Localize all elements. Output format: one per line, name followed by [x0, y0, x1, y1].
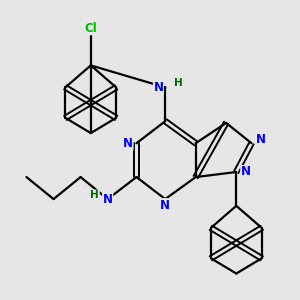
Text: Cl: Cl [84, 22, 97, 35]
Text: N: N [241, 166, 251, 178]
Text: H: H [91, 190, 99, 200]
Text: H: H [174, 78, 182, 88]
Text: N: N [256, 133, 266, 146]
Text: N: N [154, 81, 164, 94]
Text: N: N [160, 199, 170, 212]
Text: N: N [123, 137, 133, 150]
Text: N: N [103, 193, 113, 206]
